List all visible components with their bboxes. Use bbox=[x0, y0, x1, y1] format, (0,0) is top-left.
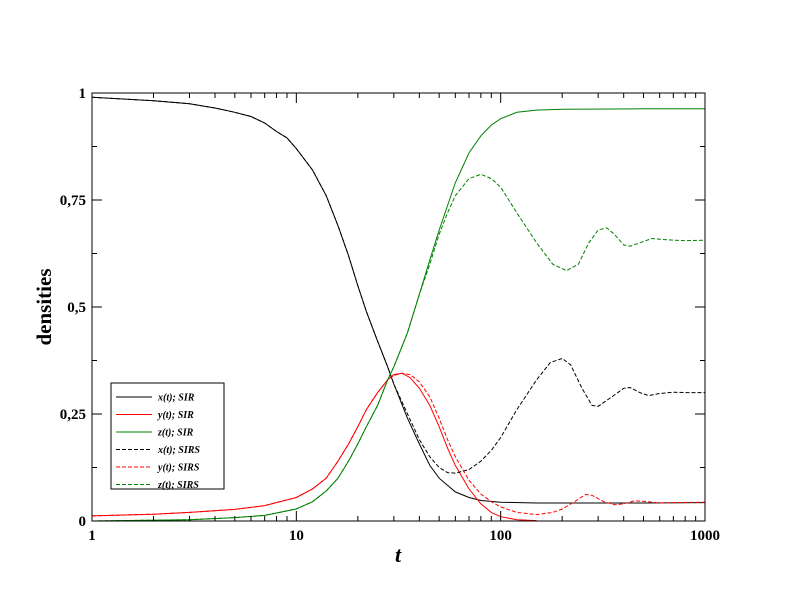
x-axis-title: t bbox=[395, 542, 402, 567]
x-tick-label: 1000 bbox=[690, 528, 720, 544]
legend-label-2: y(t); SIR bbox=[157, 410, 194, 421]
legend-label-6: z(t); SIRS bbox=[157, 480, 199, 491]
series-line-4 bbox=[91, 96, 705, 474]
y-tick-label: 1 bbox=[79, 86, 87, 102]
legend-label-4: x(t); SIRS bbox=[157, 445, 200, 456]
x-tick-label: 100 bbox=[489, 528, 512, 544]
y-tick-label: 0 bbox=[79, 514, 87, 530]
legend-box bbox=[110, 382, 225, 490]
x-tick-label: 10 bbox=[289, 528, 304, 544]
x-tick-label: 1 bbox=[88, 528, 96, 544]
y-tick-label: 0,75 bbox=[60, 193, 86, 209]
series-line-5 bbox=[91, 372, 706, 517]
legend: x(t); SIR y(t); SIR z(t); SIR x(t); SIRS y(t… bbox=[110, 382, 225, 491]
series-line-6 bbox=[91, 173, 706, 522]
legend-label-5: y(t); SIRS bbox=[157, 463, 200, 474]
series-line-1 bbox=[91, 96, 706, 504]
y-axis-title: densities bbox=[32, 268, 56, 345]
y-tick-label: 0,5 bbox=[67, 300, 86, 316]
ticks-layer: 1 10 100 1000 0 0,25 0,5 0,75 1 bbox=[60, 86, 720, 544]
y-tick-label: 0,25 bbox=[60, 407, 86, 423]
legend-label-3: z(t); SIR bbox=[157, 428, 194, 439]
series-layer bbox=[91, 96, 706, 522]
legend-label-1: x(t); SIR bbox=[157, 393, 195, 404]
